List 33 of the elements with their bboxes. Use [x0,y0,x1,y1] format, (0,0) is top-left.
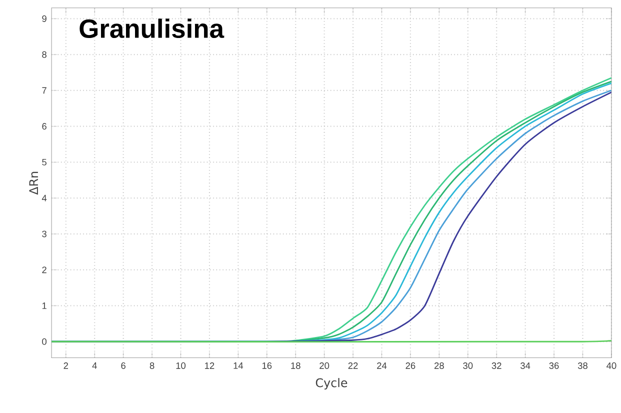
x-tick-label: 28 [434,362,444,369]
x-tick-label: 30 [463,362,473,369]
y-tick-label: 2 [42,266,46,273]
x-tick-label: 4 [92,362,97,369]
x-tick-label: 36 [549,362,559,369]
x-axis-title: Cycle [316,378,348,390]
y-tick-label: 1 [42,302,46,309]
x-tick-label: 26 [406,362,416,369]
x-tick-label: 22 [348,362,358,369]
y-tick-label: 8 [42,51,46,58]
x-tick-label: 6 [121,362,126,369]
x-tick-label: 8 [150,362,154,369]
x-tick-label: 18 [291,362,300,369]
x-tick-label: 24 [377,362,387,369]
y-tick-label: 9 [42,15,46,22]
y-tick-label: 5 [42,158,46,166]
y-tick-label: 0 [42,338,47,345]
x-tick-label: 2 [64,362,68,369]
x-tick-label: 38 [578,362,588,369]
x-tick-label: 14 [234,362,244,369]
y-axis-title: ΔRn [29,172,38,195]
chart-title: Granulisina [80,18,224,38]
y-tick-label: 3 [42,230,46,238]
x-tick-label: 20 [320,362,330,369]
x-tick-label: 32 [492,362,502,369]
x-tick-label: 16 [262,362,272,369]
x-tick-label: 10 [176,362,186,369]
y-tick-label: 4 [42,194,47,202]
y-tick-label: 6 [42,122,46,130]
x-tick-label: 12 [205,362,214,369]
x-tick-label: 40 [606,362,616,369]
y-tick-label: 7 [42,87,46,94]
x-tick-label: 34 [520,362,530,369]
